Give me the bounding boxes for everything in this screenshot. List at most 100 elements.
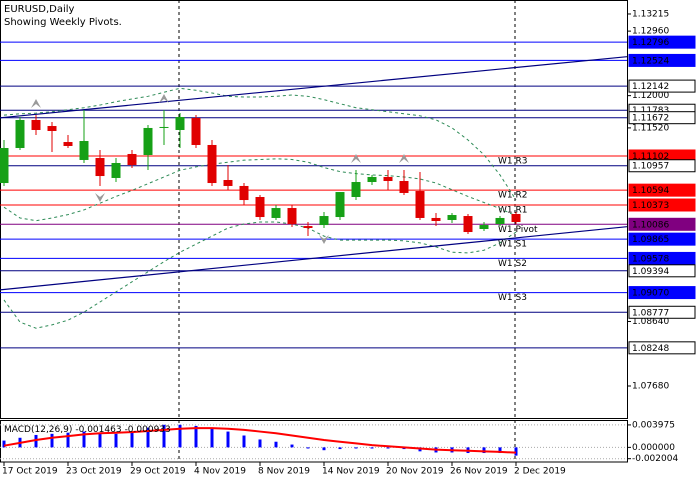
fractal-down [95, 192, 105, 202]
macd-bar [290, 444, 294, 448]
candle-body [207, 144, 217, 184]
pivot-label: W1 Pivot [498, 225, 538, 235]
macd-frame [0, 420, 628, 463]
macd-bar [178, 424, 182, 448]
candle-body [255, 197, 265, 218]
y-tick-label: 1.12960 [632, 27, 669, 37]
level-box [628, 286, 696, 300]
pivot-label: W1 S2 [498, 259, 527, 269]
level-label: 1.10373 [632, 201, 669, 211]
macd-bar [98, 432, 102, 448]
macd-bar [258, 439, 262, 448]
level-box [628, 305, 696, 319]
candle-body [431, 217, 441, 221]
candle-body [111, 162, 121, 178]
macd-bar [338, 447, 342, 450]
macd-value: -0.001463 [75, 425, 121, 435]
fractal-up [31, 99, 41, 109]
trendline [0, 226, 628, 291]
band-line [3, 158, 517, 222]
x-tick-label: 29 Oct 2019 [130, 467, 186, 477]
x-tick-label: 26 Nov 2019 [450, 467, 508, 477]
macd-bar [82, 431, 86, 448]
band-line [3, 221, 517, 329]
candle-body [191, 117, 201, 145]
candle-body [367, 176, 377, 183]
macd-bar [370, 447, 374, 449]
macd-bar [242, 435, 246, 448]
candle-body [511, 214, 521, 223]
macd-bar [386, 447, 390, 449]
trendline [0, 56, 628, 119]
macd-bar [306, 447, 310, 449]
level-box [628, 341, 696, 355]
level-box [628, 217, 696, 231]
candle-body [479, 225, 489, 229]
pivot-label: W1 R3 [498, 157, 527, 167]
macd-bar [50, 433, 54, 448]
candle-body [415, 191, 425, 218]
candle-body [15, 119, 25, 149]
level-label: 1.10086 [632, 220, 669, 230]
level-box [628, 232, 696, 246]
macd-bar [498, 447, 502, 454]
x-tick-label: 8 Nov 2019 [258, 467, 310, 477]
level-box [628, 159, 696, 173]
y-tick-label: 0.003975 [632, 420, 675, 430]
candle-body [271, 208, 281, 218]
y-tick-label: 1.13215 [632, 9, 669, 19]
level-label: 1.09865 [632, 235, 669, 245]
y-tick-label: 1.11520 [632, 123, 669, 133]
candle-body [95, 158, 105, 177]
x-tick-label: 4 Nov 2019 [194, 467, 246, 477]
level-label: 1.09394 [632, 267, 669, 277]
candle-body [79, 141, 89, 160]
macd-name: MACD(12,26,9) [4, 425, 72, 435]
candle-body [63, 142, 73, 146]
y-tick-label: 1.07680 [632, 382, 669, 392]
fractal-down [319, 234, 329, 244]
macd-bar [482, 447, 486, 454]
candle-body [447, 215, 457, 220]
chart-subtitle: Showing Weekly Pivots. [4, 17, 122, 28]
candle-body [383, 176, 393, 182]
candle-body [303, 226, 313, 228]
level-box [628, 264, 696, 278]
level-box [628, 53, 696, 67]
y-tick-label: 1.08640 [632, 317, 669, 327]
candle-body [143, 127, 153, 155]
macd-bar [130, 431, 134, 448]
level-label: 1.12796 [632, 38, 669, 48]
candle-body [223, 179, 233, 186]
plot-frame [0, 0, 628, 419]
level-box [628, 35, 696, 49]
candle-body [127, 153, 137, 166]
fractal-up [351, 153, 361, 163]
level-label: 1.08248 [632, 344, 669, 354]
fractal-up [159, 93, 169, 103]
x-tick-label: 2 Dec 2019 [514, 467, 566, 477]
level-label: 1.10957 [632, 162, 669, 172]
pivot-label: W1 R1 [498, 206, 527, 216]
x-tick-label: 14 Nov 2019 [322, 467, 380, 477]
level-box [628, 198, 696, 212]
macd-bar [354, 447, 358, 449]
pivot-label: W1 S3 [498, 293, 527, 303]
candle-body [159, 126, 169, 128]
macd-bar [274, 441, 278, 448]
macd-bar [66, 432, 70, 448]
band-line [3, 87, 517, 201]
fractal-up [399, 153, 409, 163]
level-box [628, 79, 696, 93]
level-label: 1.11102 [632, 152, 669, 162]
candle-body [351, 182, 361, 198]
candle-body [335, 192, 345, 218]
candle-body [175, 117, 185, 130]
macd-bar [34, 434, 38, 448]
candle-body [0, 148, 9, 184]
level-label: 1.12142 [632, 82, 669, 92]
macd-bar [210, 428, 214, 448]
macd-bar [194, 425, 198, 448]
macd-bar [2, 440, 6, 448]
